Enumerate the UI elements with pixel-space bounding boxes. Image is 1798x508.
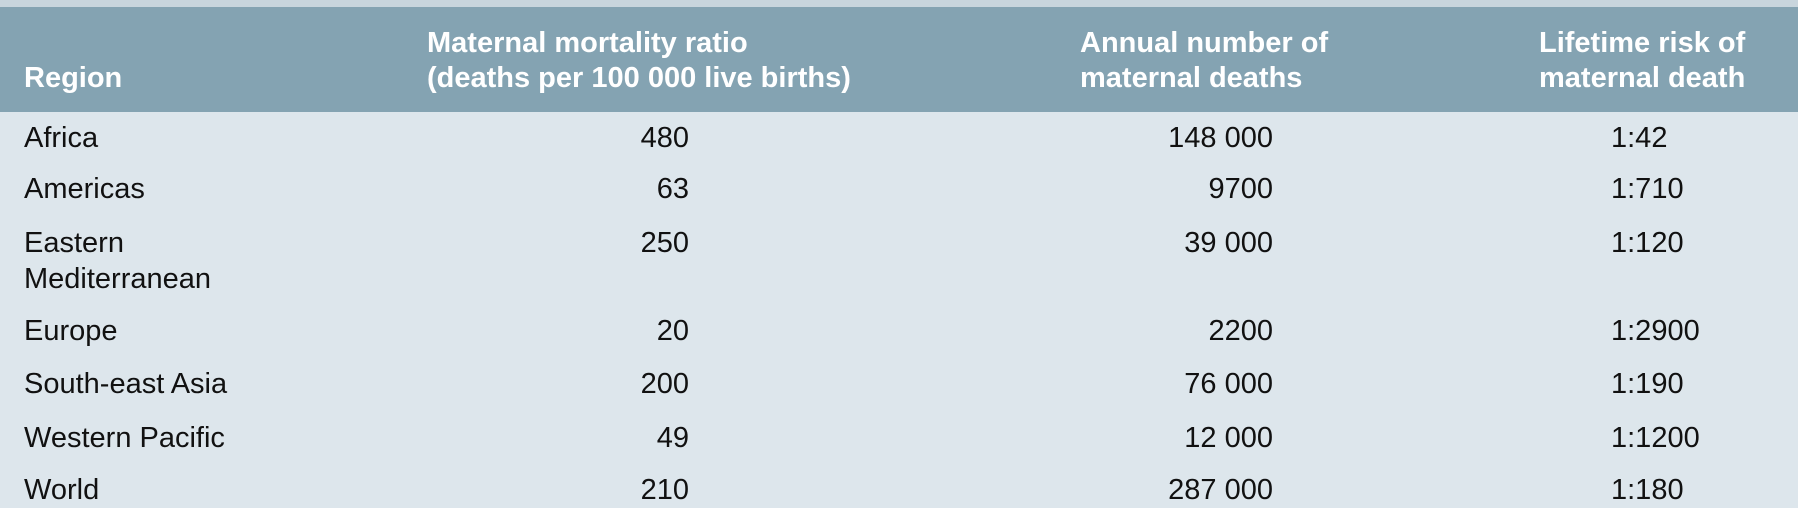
header-cell: maternal death	[1539, 62, 1746, 94]
data-cell: 9700	[1208, 173, 1273, 205]
data-cell: 200	[640, 368, 689, 400]
header-cell: Annual number of	[1080, 27, 1329, 59]
data-cell: 1:190	[1611, 368, 1684, 400]
top-strip	[0, 0, 1798, 7]
table-header	[0, 7, 1798, 112]
data-cell: 39 000	[1184, 227, 1273, 259]
data-cell: 287 000	[1168, 474, 1273, 506]
data-cell: 49	[656, 422, 689, 454]
data-cell: 76 000	[1184, 368, 1273, 400]
data-cell: 148 000	[1168, 122, 1273, 154]
row-label: Americas	[24, 173, 145, 205]
data-cell: 1:710	[1611, 173, 1684, 205]
header-cell: Lifetime risk of	[1539, 27, 1746, 59]
header-cell: (deaths per 100 000 live births)	[427, 62, 851, 94]
data-cell: 1:180	[1611, 474, 1684, 506]
data-cell: 20	[656, 315, 689, 347]
row-label: World	[24, 474, 100, 506]
data-cell: 2200	[1208, 315, 1273, 347]
data-cell: 63	[656, 173, 689, 205]
data-cell: 210	[640, 474, 689, 506]
data-cell: 480	[640, 122, 689, 154]
row-label: Western Pacific	[24, 422, 225, 454]
data-cell: 1:1200	[1611, 422, 1700, 454]
row-label: Eastern Mediterranean	[24, 227, 211, 295]
row-label: Europe	[24, 315, 118, 347]
data-cell: 250	[640, 227, 689, 259]
data-cell: 1:42	[1611, 122, 1668, 154]
header-cell: Maternal mortality ratio	[427, 27, 748, 59]
header-cell: Region	[24, 62, 123, 94]
data-cell: 12 000	[1184, 422, 1273, 454]
header-cell: maternal deaths	[1080, 62, 1303, 94]
data-cell: 1:120	[1611, 227, 1684, 259]
row-label: Africa	[24, 122, 99, 154]
row-label: South-east Asia	[24, 368, 228, 400]
data-cell: 1:2900	[1611, 315, 1700, 347]
